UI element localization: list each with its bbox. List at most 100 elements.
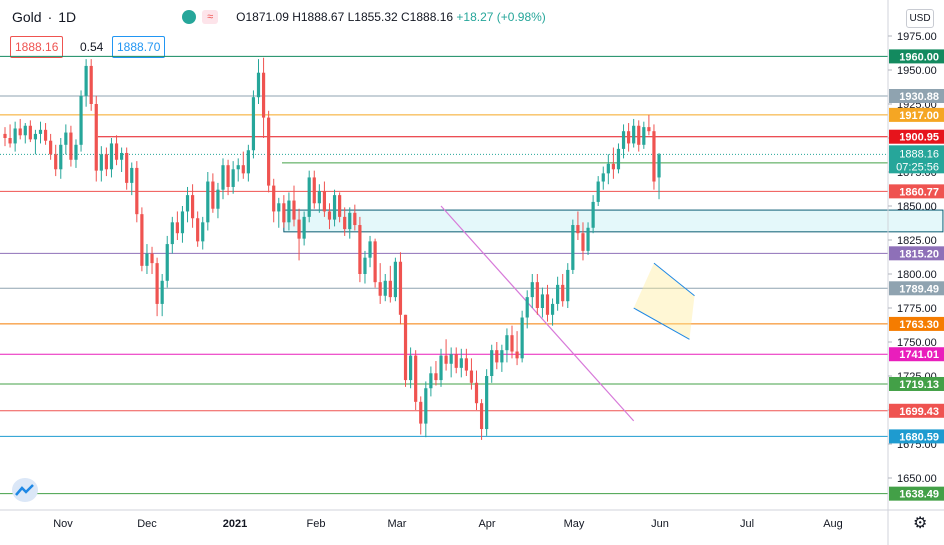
candle[interactable] xyxy=(206,172,210,231)
candle[interactable] xyxy=(479,399,484,440)
candle[interactable] xyxy=(211,173,215,213)
symbol-name[interactable]: Gold xyxy=(12,9,42,25)
candle[interactable] xyxy=(373,238,377,288)
candle[interactable] xyxy=(591,195,595,234)
candle[interactable] xyxy=(495,342,499,370)
candle[interactable] xyxy=(8,124,12,148)
candle[interactable] xyxy=(469,358,474,390)
candle[interactable] xyxy=(454,347,458,374)
candle[interactable] xyxy=(500,344,504,372)
buy-price-button[interactable]: 1888.70 xyxy=(112,36,166,58)
candle[interactable] xyxy=(637,120,641,152)
candle[interactable] xyxy=(571,219,575,274)
gear-icon[interactable]: ⚙ xyxy=(913,515,928,532)
candle[interactable] xyxy=(165,235,169,288)
candle[interactable] xyxy=(160,274,164,317)
candle[interactable] xyxy=(616,143,621,174)
candle[interactable] xyxy=(485,369,489,436)
candle[interactable] xyxy=(33,129,38,155)
interval-label[interactable]: 1D xyxy=(58,9,77,25)
candle[interactable] xyxy=(540,287,545,318)
candle[interactable] xyxy=(38,121,43,144)
candle[interactable] xyxy=(125,147,129,190)
candle[interactable] xyxy=(388,265,392,303)
candle[interactable] xyxy=(566,263,570,308)
candle[interactable] xyxy=(525,290,529,329)
candle[interactable] xyxy=(130,162,134,196)
candle[interactable] xyxy=(196,211,200,247)
candle[interactable] xyxy=(632,118,636,148)
candle[interactable] xyxy=(439,348,443,387)
candle[interactable] xyxy=(256,59,261,104)
candle[interactable] xyxy=(282,195,286,228)
candle[interactable] xyxy=(393,257,397,302)
candle[interactable] xyxy=(338,192,342,223)
candle[interactable] xyxy=(3,127,7,147)
candle[interactable] xyxy=(312,170,316,209)
candle[interactable] xyxy=(322,181,327,217)
candle[interactable] xyxy=(403,314,408,387)
candle[interactable] xyxy=(368,235,372,268)
candle[interactable] xyxy=(28,120,32,143)
candle[interactable] xyxy=(43,123,48,145)
candle[interactable] xyxy=(550,298,555,326)
candle[interactable] xyxy=(140,207,144,272)
candle[interactable] xyxy=(287,192,291,231)
candle[interactable] xyxy=(69,125,73,167)
candle[interactable] xyxy=(180,206,185,243)
candle[interactable] xyxy=(358,216,362,283)
candle[interactable] xyxy=(459,348,463,378)
candle[interactable] xyxy=(114,135,119,166)
candle[interactable] xyxy=(150,246,154,274)
candle[interactable] xyxy=(429,366,433,397)
candle[interactable] xyxy=(444,339,448,371)
candle[interactable] xyxy=(490,344,494,383)
candle[interactable] xyxy=(652,124,656,190)
candle[interactable] xyxy=(267,110,271,193)
candle[interactable] xyxy=(226,159,230,196)
candle[interactable] xyxy=(363,250,367,284)
candle[interactable] xyxy=(545,284,550,322)
candle[interactable] xyxy=(510,325,514,359)
candle[interactable] xyxy=(353,204,357,231)
candle[interactable] xyxy=(530,274,534,308)
candle[interactable] xyxy=(398,252,403,325)
tradingview-logo-icon[interactable] xyxy=(12,478,38,502)
candle[interactable] xyxy=(231,161,235,194)
candle[interactable] xyxy=(236,158,240,182)
candle[interactable] xyxy=(59,138,63,179)
candle[interactable] xyxy=(561,274,565,307)
candle[interactable] xyxy=(627,123,631,152)
candle[interactable] xyxy=(621,124,626,159)
candle[interactable] xyxy=(94,95,98,182)
candle[interactable] xyxy=(581,222,585,261)
candle[interactable] xyxy=(155,257,159,317)
candle[interactable] xyxy=(49,133,53,160)
candle[interactable] xyxy=(419,396,423,435)
candle[interactable] xyxy=(515,331,519,366)
candle[interactable] xyxy=(120,147,124,172)
candle[interactable] xyxy=(109,138,114,178)
candle[interactable] xyxy=(642,121,646,149)
candle[interactable] xyxy=(272,178,276,223)
candle[interactable] xyxy=(216,182,220,219)
candle[interactable] xyxy=(292,185,296,227)
candle[interactable] xyxy=(378,263,382,304)
candle[interactable] xyxy=(23,123,27,144)
candle[interactable] xyxy=(84,59,88,107)
candle[interactable] xyxy=(647,114,651,136)
candle[interactable] xyxy=(175,211,179,240)
candle[interactable] xyxy=(348,207,352,239)
candle[interactable] xyxy=(261,57,266,138)
candle[interactable] xyxy=(277,197,281,228)
candle[interactable] xyxy=(409,347,413,389)
candle[interactable] xyxy=(449,347,453,378)
candle[interactable] xyxy=(64,124,68,155)
candle[interactable] xyxy=(241,151,245,179)
candle[interactable] xyxy=(576,211,580,240)
candle[interactable] xyxy=(657,152,661,200)
candle[interactable] xyxy=(327,203,332,230)
candle[interactable] xyxy=(586,222,590,255)
candle[interactable] xyxy=(190,184,195,228)
flag-upper-line[interactable] xyxy=(653,262,695,297)
